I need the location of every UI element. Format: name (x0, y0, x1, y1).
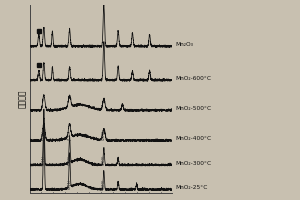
Text: (011): (011) (42, 154, 46, 165)
Text: MnO₂-500°C: MnO₂-500°C (175, 106, 212, 111)
Text: (120): (120) (68, 130, 72, 140)
Text: MnO₂-400°C: MnO₂-400°C (175, 136, 212, 141)
Text: (200): (200) (102, 130, 106, 140)
Text: (011): (011) (42, 130, 46, 140)
Text: MnO₂-300°C: MnO₂-300°C (175, 161, 212, 166)
Text: MnO₂-25°C: MnO₂-25°C (175, 185, 208, 190)
Text: (200): (200) (102, 154, 106, 165)
Y-axis label: 衍射強度: 衍射強度 (18, 90, 27, 108)
Text: (020): (020) (68, 154, 72, 165)
Text: (011): (011) (68, 179, 72, 189)
Text: Mn₂O₃: Mn₂O₃ (175, 42, 193, 47)
Text: (020): (020) (102, 179, 106, 189)
Text: MnO₂-600°C: MnO₂-600°C (175, 76, 211, 81)
